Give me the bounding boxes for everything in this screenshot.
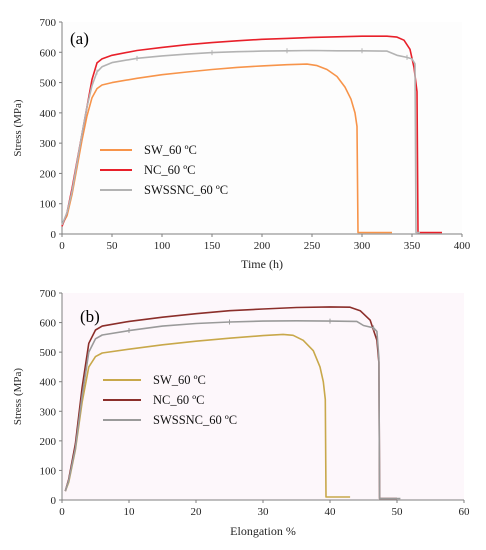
y-tick-label: 400 (40, 108, 57, 120)
plot-area (62, 22, 462, 234)
legend-label-1: SW_60 ºC (153, 373, 206, 387)
x-tick-label: 400 (454, 240, 471, 252)
x-axis-title: Time (h) (241, 257, 283, 271)
legend-label-2: NC_60 ºC (153, 393, 204, 407)
y-tick-label: 500 (40, 78, 57, 90)
y-tick-label: 0 (51, 495, 57, 507)
legend-label-3: SWSSNC_60 ºC (153, 413, 237, 427)
y-tick-label: 200 (40, 436, 57, 448)
y-tick-label: 400 (40, 377, 57, 389)
y-tick-label: 700 (40, 288, 57, 300)
x-axis-title: Elongation % (230, 524, 296, 538)
x-tick-label: 0 (59, 240, 65, 252)
x-tick-label: 20 (191, 506, 203, 518)
y-axis-title: Stress (MPa) (12, 368, 24, 425)
x-tick-label: 50 (392, 506, 404, 518)
y-tick-label: 300 (40, 138, 57, 150)
y-tick-label: 600 (40, 47, 57, 59)
x-tick-label: 50 (107, 240, 119, 252)
y-tick-label: 500 (40, 347, 57, 359)
y-tick-label: 100 (40, 465, 57, 477)
x-tick-label: 350 (404, 240, 421, 252)
x-tick-label: 250 (304, 240, 321, 252)
x-tick-label: 150 (204, 240, 221, 252)
plot-area (62, 293, 464, 500)
x-tick-label: 300 (354, 240, 371, 252)
x-tick-label: 0 (59, 506, 65, 518)
x-tick-label: 30 (258, 506, 270, 518)
y-tick-label: 600 (40, 318, 57, 330)
x-tick-label: 40 (325, 506, 337, 518)
series-line-2 (64, 306, 397, 500)
series-line-1 (64, 333, 351, 498)
x-tick-label: 200 (254, 240, 271, 252)
panel-label: (a) (70, 29, 89, 48)
y-tick-label: 300 (40, 406, 57, 418)
panel-label: (b) (80, 307, 100, 326)
y-tick-label: 700 (40, 17, 57, 29)
legend-label-2: NC_60 ºC (144, 163, 195, 177)
y-tick-label: 200 (40, 168, 57, 180)
x-tick-label: 10 (124, 506, 136, 518)
legend-label-1: SW_60 ºC (144, 143, 197, 157)
y-tick-label: 100 (40, 199, 57, 211)
y-axis-title: Stress (MPa) (12, 99, 24, 156)
chart-panel-a: 0 50 100 150 200 250 300 350 400 0 100 200 300 400 500… (12, 17, 471, 271)
x-tick-label: 100 (154, 240, 171, 252)
chart-panel-b: 0 10 20 30 40 50 600100200300400500600700Elong… (12, 288, 470, 538)
y-tick-label: 0 (51, 229, 57, 241)
legend-label-3: SWSSNC_60 ºC (144, 183, 228, 197)
x-tick-label: 60 (459, 506, 471, 518)
series-line-1 (61, 63, 392, 234)
